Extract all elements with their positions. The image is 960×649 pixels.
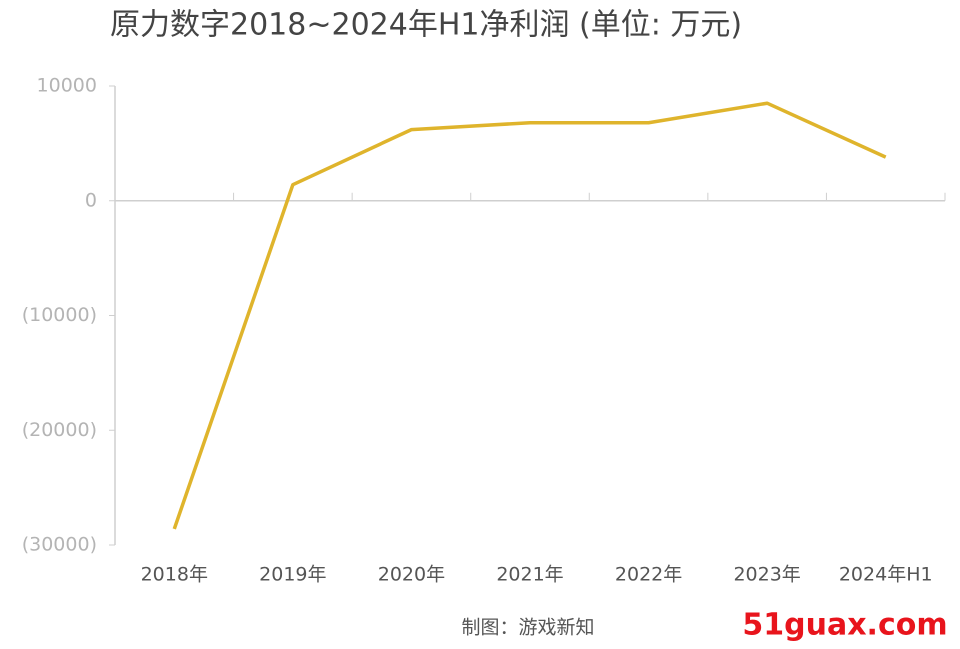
- x-tick-label: 2022年: [615, 564, 682, 586]
- x-tick-label: 2021年: [496, 564, 563, 586]
- x-tick-label: 2019年: [259, 564, 326, 586]
- y-tick-label: (30000): [22, 534, 97, 556]
- watermark: 51guax.com: [742, 608, 947, 643]
- y-tick-label: (20000): [22, 419, 97, 441]
- y-tick-label: 0: [85, 189, 97, 211]
- x-tick-label: 2018年: [141, 564, 208, 586]
- y-tick-label: (10000): [22, 304, 97, 326]
- x-tick-label: 2024年H1: [839, 564, 933, 586]
- source: 制图：游戏新知: [461, 617, 594, 639]
- x-tick-label: 2020年: [378, 564, 445, 586]
- data-line: [172, 101, 887, 530]
- chart-title: 原力数字2018~2024年H1净利润 (单位: 万元): [110, 8, 742, 43]
- y-tick-label: 10000: [37, 75, 97, 97]
- x-tick-label: 2023年: [733, 564, 800, 586]
